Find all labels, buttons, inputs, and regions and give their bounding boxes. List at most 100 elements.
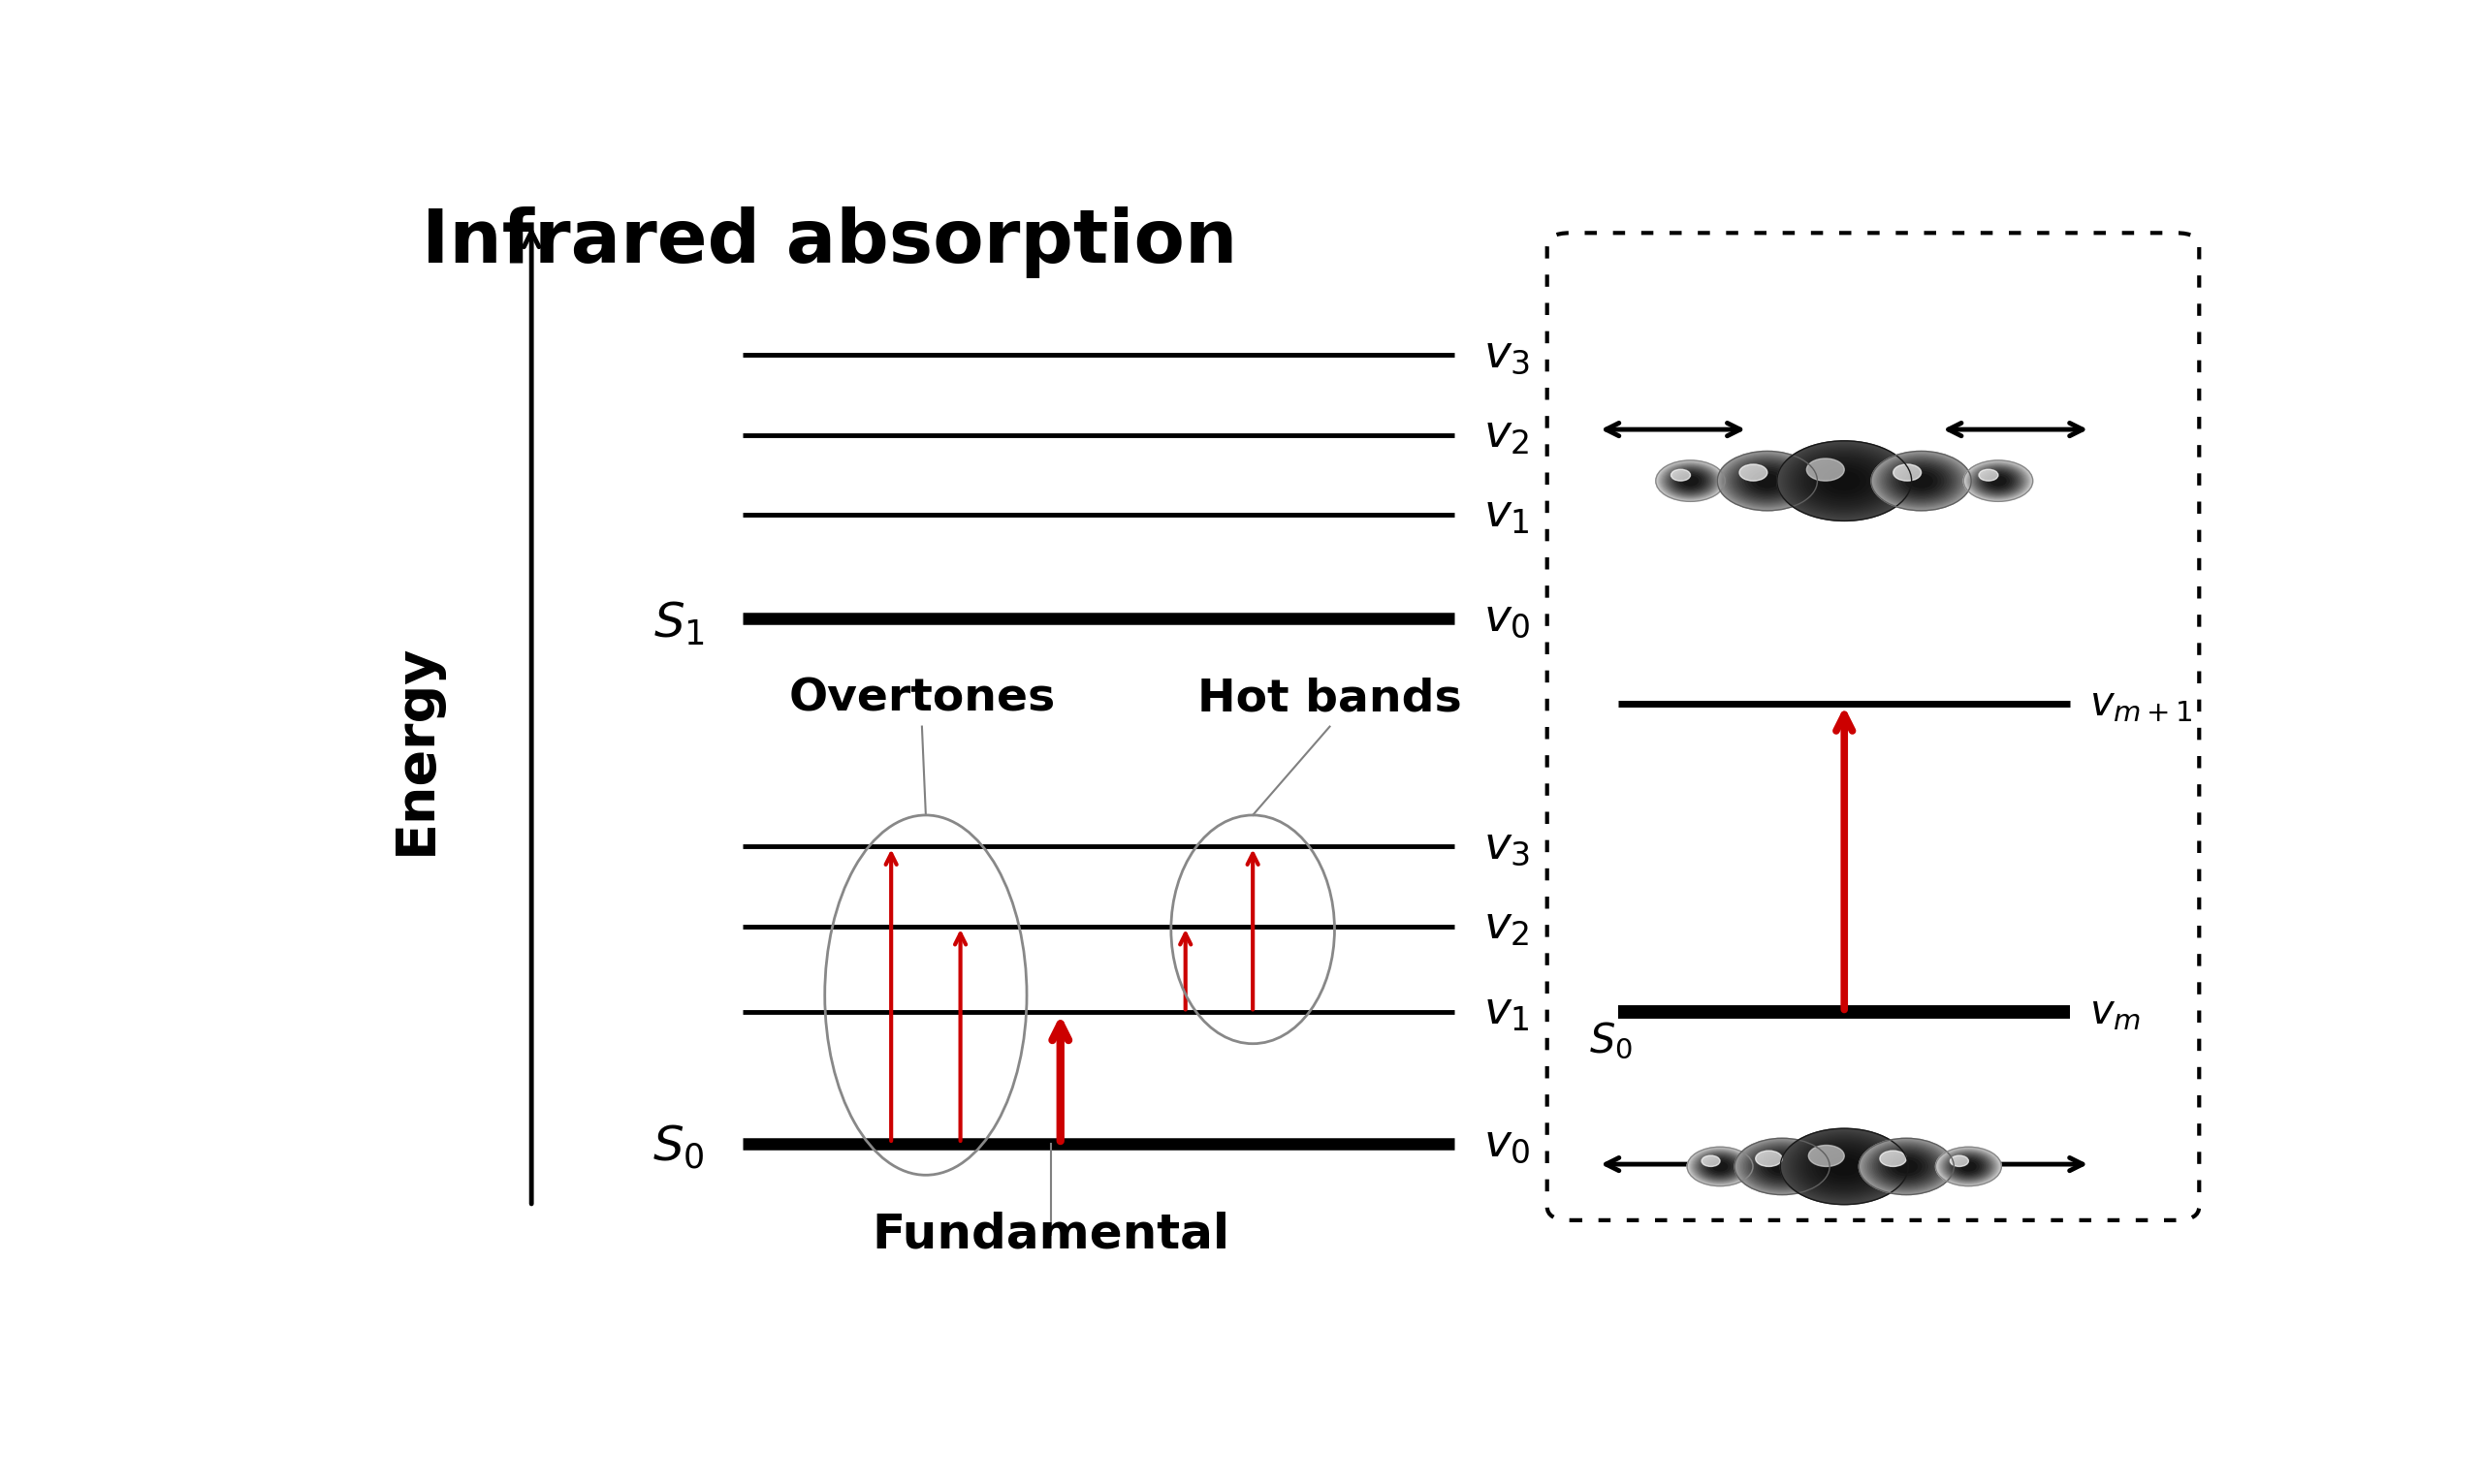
Circle shape — [1780, 442, 1911, 519]
Circle shape — [1966, 462, 2030, 500]
Circle shape — [1745, 1144, 1819, 1189]
Circle shape — [1695, 1152, 1745, 1181]
Circle shape — [1943, 1152, 1993, 1181]
Circle shape — [1911, 475, 1933, 488]
Text: $v_1$: $v_1$ — [1484, 990, 1529, 1034]
Circle shape — [1871, 1146, 1941, 1187]
Circle shape — [1871, 453, 1971, 510]
Text: Infrared absorption: Infrared absorption — [422, 206, 1239, 279]
Circle shape — [1963, 460, 2033, 502]
Circle shape — [1976, 467, 2020, 494]
Circle shape — [1812, 1147, 1876, 1186]
Circle shape — [1698, 1153, 1742, 1180]
Circle shape — [1725, 456, 1809, 506]
Circle shape — [1745, 1144, 1819, 1189]
Circle shape — [1958, 1160, 1978, 1172]
Circle shape — [1678, 473, 1703, 488]
Circle shape — [1705, 1158, 1735, 1175]
Circle shape — [1723, 454, 1812, 508]
Circle shape — [1670, 469, 1690, 481]
Circle shape — [1986, 473, 2010, 488]
Circle shape — [1896, 1160, 1916, 1172]
Text: $v_3$: $v_3$ — [1484, 334, 1531, 377]
Circle shape — [1874, 454, 1968, 509]
Circle shape — [1703, 1156, 1720, 1166]
Circle shape — [1819, 466, 1871, 496]
Circle shape — [1938, 1149, 2000, 1186]
Circle shape — [1658, 462, 1723, 500]
Circle shape — [1658, 462, 1723, 500]
Text: $v_0$: $v_0$ — [1484, 1122, 1531, 1165]
Circle shape — [1862, 1140, 1951, 1193]
Circle shape — [1936, 1147, 2000, 1186]
Circle shape — [1690, 1149, 1750, 1184]
Circle shape — [1680, 475, 1700, 487]
Circle shape — [1874, 1147, 1941, 1186]
Circle shape — [1879, 456, 1966, 506]
Circle shape — [1790, 1134, 1899, 1199]
Text: Hot bands: Hot bands — [1196, 677, 1462, 721]
Circle shape — [1688, 1147, 1752, 1186]
Circle shape — [1951, 1156, 1968, 1166]
Circle shape — [1809, 1146, 1879, 1187]
Text: $v_2$: $v_2$ — [1484, 414, 1529, 457]
Circle shape — [1829, 472, 1859, 490]
Circle shape — [1760, 1155, 1804, 1180]
Circle shape — [1747, 469, 1787, 493]
Circle shape — [1794, 1137, 1894, 1196]
Circle shape — [1797, 1138, 1891, 1195]
Circle shape — [1777, 441, 1911, 521]
Circle shape — [1670, 469, 1710, 493]
Circle shape — [1807, 459, 1881, 503]
Text: $v_1$: $v_1$ — [1484, 493, 1529, 537]
Text: $v_m$: $v_m$ — [2090, 991, 2142, 1033]
Circle shape — [1780, 442, 1909, 519]
Circle shape — [1866, 1143, 1948, 1192]
Text: $S_1$: $S_1$ — [653, 600, 705, 647]
Circle shape — [1780, 1128, 1909, 1205]
Text: $v_{m+1}$: $v_{m+1}$ — [2090, 683, 2194, 724]
Circle shape — [1894, 464, 1921, 481]
Circle shape — [1725, 456, 1812, 506]
Circle shape — [1946, 1153, 1991, 1180]
Circle shape — [1794, 451, 1894, 510]
Circle shape — [1790, 448, 1899, 513]
Circle shape — [1862, 1141, 1951, 1193]
Circle shape — [1864, 1141, 1948, 1192]
Circle shape — [1896, 466, 1946, 496]
Circle shape — [1971, 464, 2025, 497]
Circle shape — [1817, 1150, 1874, 1183]
Circle shape — [1889, 1156, 1926, 1177]
Circle shape — [1824, 1155, 1864, 1178]
Circle shape — [1822, 469, 1866, 494]
Circle shape — [1720, 454, 1814, 509]
Circle shape — [1668, 467, 1713, 494]
Circle shape — [1740, 464, 1767, 481]
Circle shape — [1829, 1158, 1859, 1175]
Circle shape — [1660, 463, 1723, 499]
Circle shape — [1718, 453, 1817, 510]
Circle shape — [1881, 459, 1961, 505]
Circle shape — [1953, 1156, 1986, 1177]
Circle shape — [1874, 1147, 1938, 1186]
Circle shape — [1700, 1155, 1740, 1178]
Circle shape — [1693, 1150, 1747, 1183]
Circle shape — [1660, 463, 1720, 499]
Text: $v_3$: $v_3$ — [1484, 825, 1531, 868]
Circle shape — [1886, 460, 1956, 502]
Circle shape — [1874, 453, 1968, 509]
Circle shape — [1879, 1150, 1933, 1183]
Circle shape — [1737, 1140, 1827, 1193]
Circle shape — [1941, 1150, 1996, 1183]
Circle shape — [1675, 472, 1705, 490]
Circle shape — [1976, 467, 2020, 494]
Circle shape — [1688, 1147, 1752, 1186]
Circle shape — [1988, 475, 2008, 487]
Circle shape — [1745, 467, 1790, 494]
Circle shape — [1906, 472, 1936, 490]
Circle shape — [1802, 456, 1886, 506]
Circle shape — [1819, 1152, 1869, 1181]
Circle shape — [1688, 1149, 1752, 1186]
Circle shape — [1735, 462, 1799, 500]
Circle shape — [1660, 463, 1720, 499]
